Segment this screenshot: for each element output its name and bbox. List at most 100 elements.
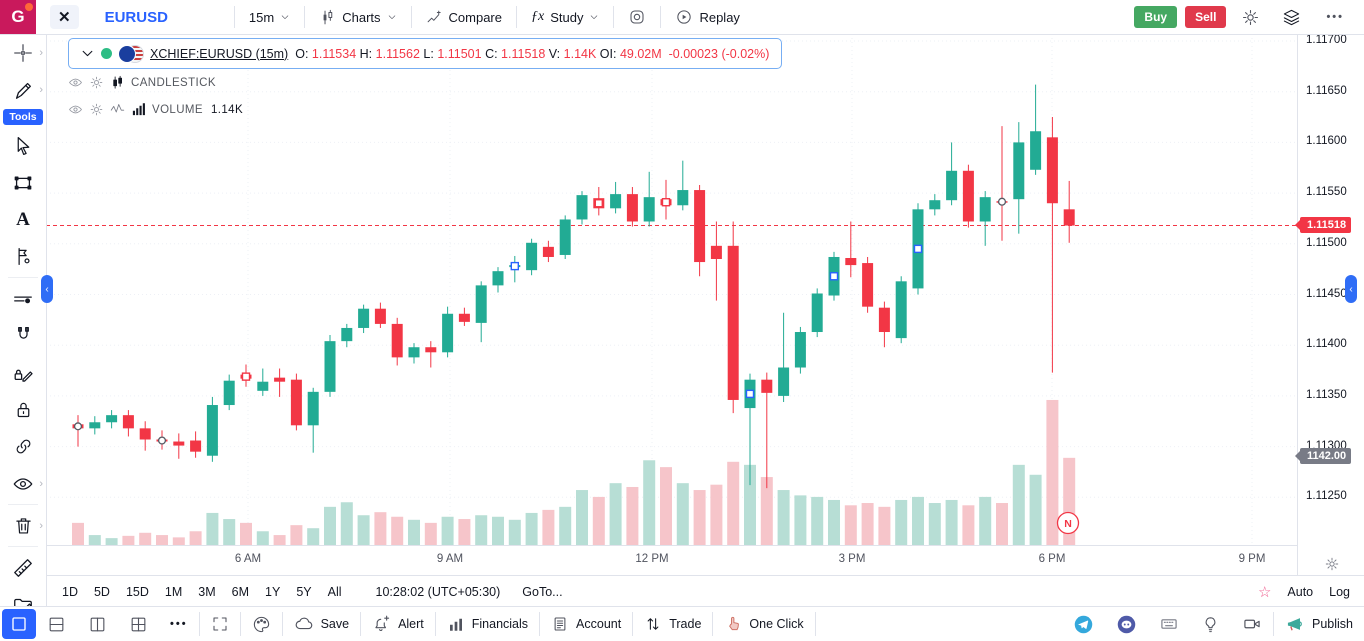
range-button-1d[interactable]: 1D: [62, 584, 78, 599]
date-range-buttons: 1D 5D 15D 1M 3M 6M 1Y 5Y All: [54, 581, 350, 603]
range-button-6m[interactable]: 6M: [231, 584, 250, 599]
save-button[interactable]: Save: [283, 607, 361, 641]
time-axis[interactable]: 6 AM 9 AM 12 PM 3 PM 6 PM 9 PM: [46, 545, 1297, 575]
sell-button[interactable]: Sell: [1185, 6, 1227, 28]
gear-icon: [1243, 9, 1259, 25]
indicator-row-volume[interactable]: VOLUME 1.14K: [68, 102, 243, 117]
chart-type-selector[interactable]: Charts: [309, 3, 406, 31]
time-axis-label: 3 PM: [838, 553, 866, 565]
notification-dot: [25, 3, 33, 11]
auto-scale-toggle[interactable]: Auto: [1287, 584, 1314, 599]
compare-label: Compare: [448, 9, 502, 25]
shape-tool[interactable]: [0, 164, 46, 201]
range-button-5d[interactable]: 5D: [93, 584, 110, 599]
layout-two-cols-button[interactable]: [77, 607, 118, 641]
eye-icon[interactable]: [68, 75, 83, 90]
discord-button[interactable]: [1105, 607, 1148, 641]
video-button[interactable]: [1231, 607, 1273, 641]
cursor-tool[interactable]: [0, 127, 46, 164]
price-axis[interactable]: 1.11518 1142.00 1.11700 1.11650 1.11600 1.1…: [1297, 34, 1364, 575]
range-button-all[interactable]: All: [327, 584, 342, 599]
interval-selector[interactable]: 15m: [239, 3, 300, 31]
trendline-tool[interactable]: ›: [0, 71, 46, 108]
link-icon: [16, 439, 30, 454]
gear-icon[interactable]: [89, 75, 104, 90]
chevron-right-icon: ›: [39, 519, 43, 532]
horizontal-line-tool[interactable]: [0, 280, 46, 317]
play-icon: [677, 10, 692, 24]
ideas-button[interactable]: [1190, 607, 1231, 641]
legend-symbol[interactable]: XCHIEF:EURUSD (15m): [150, 46, 289, 61]
text-tool[interactable]: A: [0, 201, 46, 238]
layout-two-rows-button[interactable]: [36, 607, 77, 641]
collapse-right-panel-handle[interactable]: ‹: [1345, 275, 1357, 303]
lock-all-tool[interactable]: [0, 391, 46, 428]
remove-drawings-tool[interactable]: ›: [0, 507, 46, 544]
charts-label: Charts: [342, 9, 381, 25]
financials-label: Financials: [471, 617, 529, 631]
drawing-mode-tool[interactable]: [0, 354, 46, 391]
range-button-5y[interactable]: 5Y: [296, 584, 312, 599]
measure-tool[interactable]: [0, 549, 46, 586]
close-icon[interactable]: ✕: [50, 5, 79, 29]
log-scale-toggle[interactable]: Log: [1329, 584, 1350, 599]
telegram-button[interactable]: [1062, 607, 1105, 641]
chevron-down-icon[interactable]: [81, 47, 94, 60]
separator: [304, 6, 306, 28]
buy-button[interactable]: Buy: [1134, 6, 1178, 28]
hide-drawings-tool[interactable]: ›: [0, 465, 46, 502]
alert-button[interactable]: Alert: [361, 607, 435, 641]
topbar: G ✕ EURUSD 15m Charts Compare ƒx Study R…: [0, 0, 1364, 35]
change-percent: (-0.02%): [721, 46, 770, 61]
goto-button[interactable]: GoTo...: [522, 584, 563, 599]
gear-icon[interactable]: [89, 102, 104, 117]
layout-grid-button[interactable]: [118, 607, 159, 641]
fullscreen-button[interactable]: [200, 607, 240, 641]
more-menu-button[interactable]: •••: [1316, 3, 1354, 31]
settings-button[interactable]: [1234, 3, 1267, 31]
compare-button[interactable]: Compare: [416, 3, 512, 31]
crosshair-tool[interactable]: ›: [0, 34, 46, 71]
interval-value: 15m: [248, 9, 275, 25]
app-logo[interactable]: G: [0, 0, 36, 34]
video-camera-icon: [1244, 619, 1260, 629]
chart-pane: N 6 AM 9 AM 12 PM 3 PM 6 PM 9 PM XCHIEF:EURUS…: [46, 34, 1297, 575]
axis-settings-gear-icon[interactable]: [1324, 556, 1340, 572]
layout-single-button[interactable]: [2, 609, 36, 639]
study-button[interactable]: ƒx Study: [521, 3, 609, 31]
last-price-tag: 1.11518: [1300, 216, 1352, 233]
separator: [712, 612, 714, 636]
candlestick-chart[interactable]: N: [46, 34, 1297, 545]
clock[interactable]: 10:28:02 (UTC+05:30): [375, 584, 501, 599]
indicator-row-candlestick[interactable]: CANDLESTICK: [68, 75, 216, 90]
pen-icon: [15, 82, 31, 99]
range-button-3m[interactable]: 3M: [198, 584, 216, 599]
one-click-trading-button[interactable]: One Click: [713, 607, 814, 641]
chevron-down-icon: [388, 15, 395, 19]
replay-button[interactable]: Replay: [665, 3, 749, 31]
more-layouts-button[interactable]: •••: [170, 618, 188, 630]
financials-button[interactable]: Financials: [436, 607, 539, 641]
range-button-15d[interactable]: 15D: [125, 584, 149, 599]
range-button-1y[interactable]: 1Y: [265, 584, 281, 599]
cursor-icon: [17, 137, 29, 156]
snapshot-button[interactable]: [618, 3, 656, 31]
crosshair-icon: [14, 43, 32, 62]
symbol-name[interactable]: EURUSD: [104, 8, 168, 26]
range-button-1m[interactable]: 1M: [164, 584, 183, 599]
keyboard-shortcuts-button[interactable]: [1148, 607, 1190, 641]
news-marker[interactable]: N: [1056, 511, 1080, 535]
account-button[interactable]: Account: [540, 607, 632, 641]
sync-drawings-tool[interactable]: [0, 428, 46, 465]
eye-icon[interactable]: [68, 102, 83, 117]
chevron-right-icon: ›: [39, 477, 43, 490]
layouts-button[interactable]: [1275, 3, 1308, 31]
magnet-tool[interactable]: [0, 317, 46, 354]
annotation-tool[interactable]: [0, 238, 46, 275]
publish-button[interactable]: Publish: [1274, 607, 1364, 641]
theme-button[interactable]: [241, 607, 282, 641]
trade-button[interactable]: Trade: [633, 607, 712, 641]
collapse-left-panel-handle[interactable]: ‹: [41, 275, 53, 303]
volume-bars: [72, 399, 1076, 545]
favorite-star-icon[interactable]: ☆: [1257, 583, 1272, 601]
